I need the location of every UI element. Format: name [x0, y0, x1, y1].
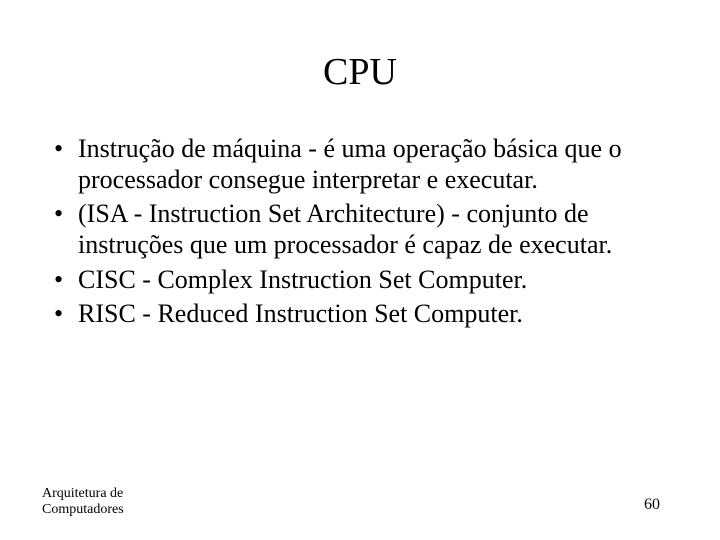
page-number: 60	[644, 496, 660, 514]
bullet-list: Instrução de máquina - é uma operação bá…	[50, 134, 670, 330]
bullet-item: Instrução de máquina - é uma operação bá…	[78, 134, 670, 195]
footer-left: Arquitetura de Computadores	[42, 486, 124, 518]
bullet-item: CISC - Complex Instruction Set Computer.	[78, 265, 670, 296]
slide: CPU Instrução de máquina - é uma operaçã…	[0, 0, 720, 540]
footer-line-2: Computadores	[42, 502, 124, 518]
bullet-item: RISC - Reduced Instruction Set Computer.	[78, 299, 670, 330]
slide-title: CPU	[50, 50, 670, 94]
bullet-item: (ISA - Instruction Set Architecture) - c…	[78, 199, 670, 260]
footer-line-1: Arquitetura de	[42, 486, 124, 502]
